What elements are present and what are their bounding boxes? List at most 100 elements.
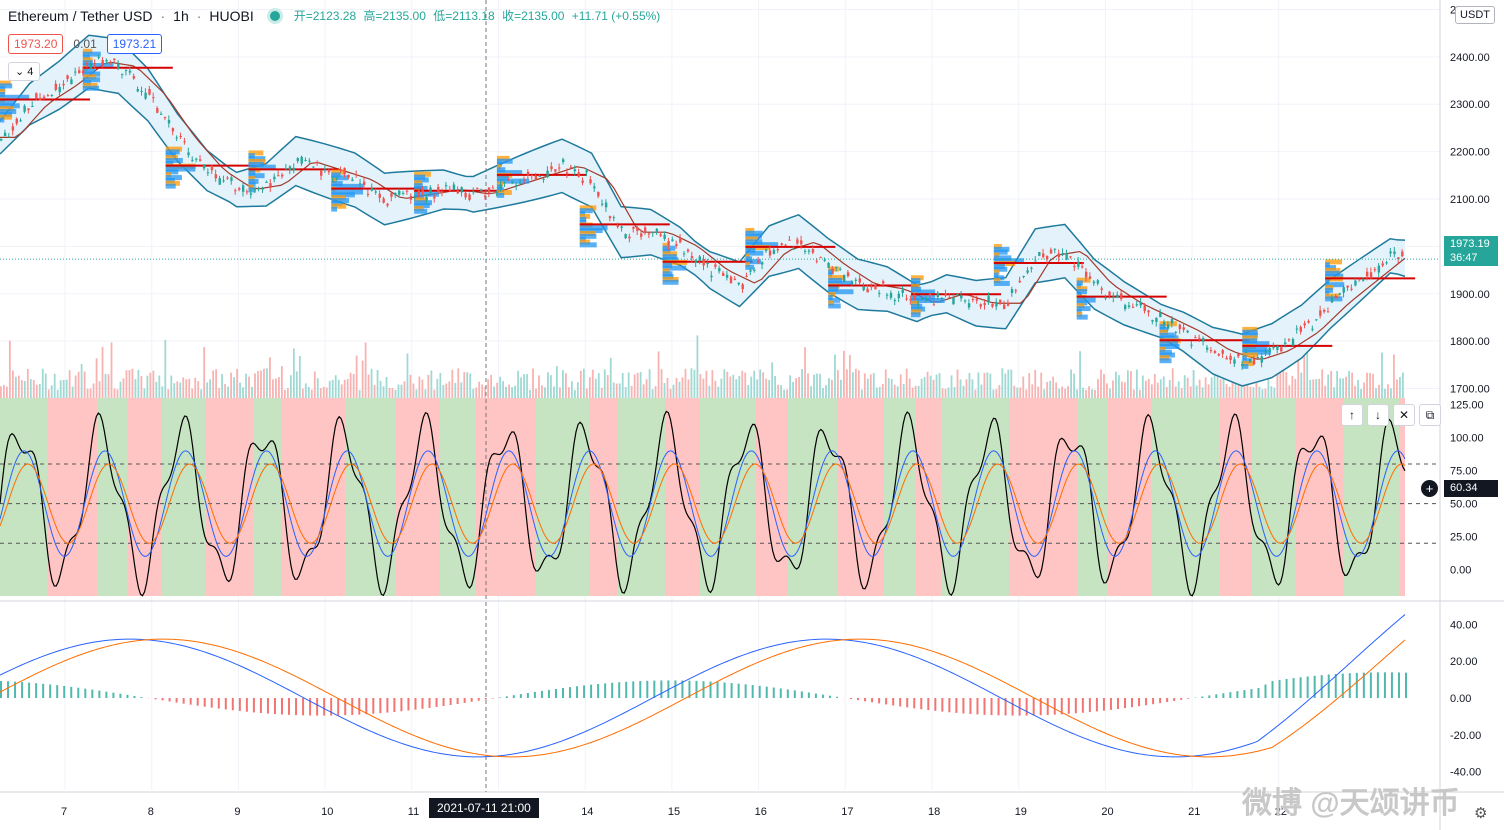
macd-axis-label: -20.00 (1450, 730, 1481, 742)
buy-button[interactable]: 1973.21 (106, 34, 163, 54)
volume-bar (391, 388, 394, 398)
indicator-collapse-button[interactable]: ⌄ 4 (8, 62, 41, 81)
volume-bar (663, 383, 666, 398)
candle-body (620, 226, 623, 228)
candle-body (245, 191, 249, 193)
volume-bar (1100, 369, 1102, 398)
volume-bar (1285, 372, 1288, 398)
volume-bar (848, 354, 851, 398)
volume-bar (179, 382, 182, 398)
move-up-icon[interactable]: ↑ (1341, 404, 1363, 426)
volume-bar (801, 369, 803, 398)
profile-bar (1159, 341, 1178, 347)
time-axis-label: 9 (234, 806, 240, 818)
volume-bar (0, 386, 2, 398)
volume-bar (729, 376, 732, 398)
sell-button[interactable]: 1973.20 (8, 34, 64, 54)
macd-histogram-bar (112, 692, 115, 698)
profile-bar (1242, 341, 1270, 347)
volume-bar (289, 375, 292, 398)
profile-bar (579, 233, 597, 239)
close-icon[interactable]: ✕ (1393, 404, 1415, 426)
macd-histogram-bar (885, 698, 888, 705)
profile-bar (828, 269, 834, 275)
macd-line (0, 614, 1406, 758)
candle-body (136, 89, 139, 92)
macd-histogram-bar (210, 698, 213, 708)
volume-bar (1091, 389, 1093, 398)
volume-bar (851, 372, 854, 398)
volume-bar (1198, 379, 1201, 398)
last-price: 1973.19 (1450, 238, 1490, 250)
candle-body (378, 193, 381, 198)
volume-bar (786, 389, 789, 398)
macd-histogram-bar (28, 682, 31, 698)
candle-body (1280, 347, 1283, 352)
volume-bar (881, 384, 884, 398)
volume-bar (23, 380, 26, 398)
profile-bar (1159, 343, 1180, 349)
profile-bar (165, 155, 179, 161)
candle-body (300, 156, 303, 164)
volume-bar (478, 381, 481, 398)
add-icon[interactable]: + (1421, 480, 1438, 497)
profile-bar (165, 172, 172, 178)
macd-histogram-bar (899, 698, 902, 707)
interval-label[interactable]: 1h (173, 7, 189, 24)
oscillator-zone (536, 398, 590, 596)
volume-bar (798, 376, 800, 398)
time-axis-label: 20 (1101, 806, 1113, 818)
volume-bar (747, 385, 750, 398)
gear-icon[interactable]: ⚙ (1474, 805, 1488, 822)
volume-bar (1243, 385, 1246, 398)
candle-body (1042, 253, 1045, 258)
profile-bar (165, 175, 182, 181)
move-down-icon[interactable]: ↓ (1367, 404, 1389, 426)
profile-bar (248, 187, 256, 193)
profile-bar (414, 203, 430, 209)
profile-bar (1242, 326, 1258, 332)
macd-histogram-bar (1341, 673, 1344, 698)
volume-bar (1010, 369, 1013, 398)
symbol-title[interactable]: Ethereum / Tether USD (8, 7, 153, 24)
macd-histogram-bar (203, 698, 206, 707)
candle-body (905, 298, 908, 300)
volume-bar (53, 373, 56, 398)
candle-body (312, 166, 315, 168)
volume-bar (615, 383, 618, 398)
profile-bar (1159, 324, 1166, 330)
volume-bar (119, 381, 122, 398)
high-value: 高=2135.00 (363, 9, 426, 23)
candle-body (89, 64, 93, 69)
volume-bar (260, 370, 262, 398)
volume-bar (409, 374, 412, 398)
candle-body (156, 108, 159, 113)
volume-bar (559, 387, 561, 398)
candle-body (249, 193, 253, 195)
volume-bar (738, 375, 741, 398)
volume-bar (361, 360, 364, 398)
osc-slow-line (0, 463, 1406, 544)
volume-bar (1153, 374, 1156, 398)
volume-bar (965, 379, 968, 398)
macd-histogram-bar (1053, 698, 1056, 715)
candle-body (889, 292, 893, 298)
profile-bar (662, 242, 668, 248)
profile-bar (248, 181, 256, 187)
candle-body (686, 249, 690, 252)
maximize-icon[interactable]: ⧉ (1419, 404, 1441, 426)
volume-bar (759, 369, 762, 398)
profile-bar (496, 164, 501, 170)
volume-bar (789, 375, 791, 398)
macd-histogram-bar (576, 686, 579, 698)
candle-body (175, 137, 179, 139)
profile-bar (414, 208, 428, 214)
candle-body (343, 167, 346, 175)
candle-body (1151, 320, 1154, 322)
volume-bar (980, 384, 983, 398)
volume-bar (884, 369, 887, 398)
currency-button[interactable]: USDT (1455, 6, 1495, 24)
candle-body (593, 186, 596, 189)
candle-body (698, 256, 701, 261)
